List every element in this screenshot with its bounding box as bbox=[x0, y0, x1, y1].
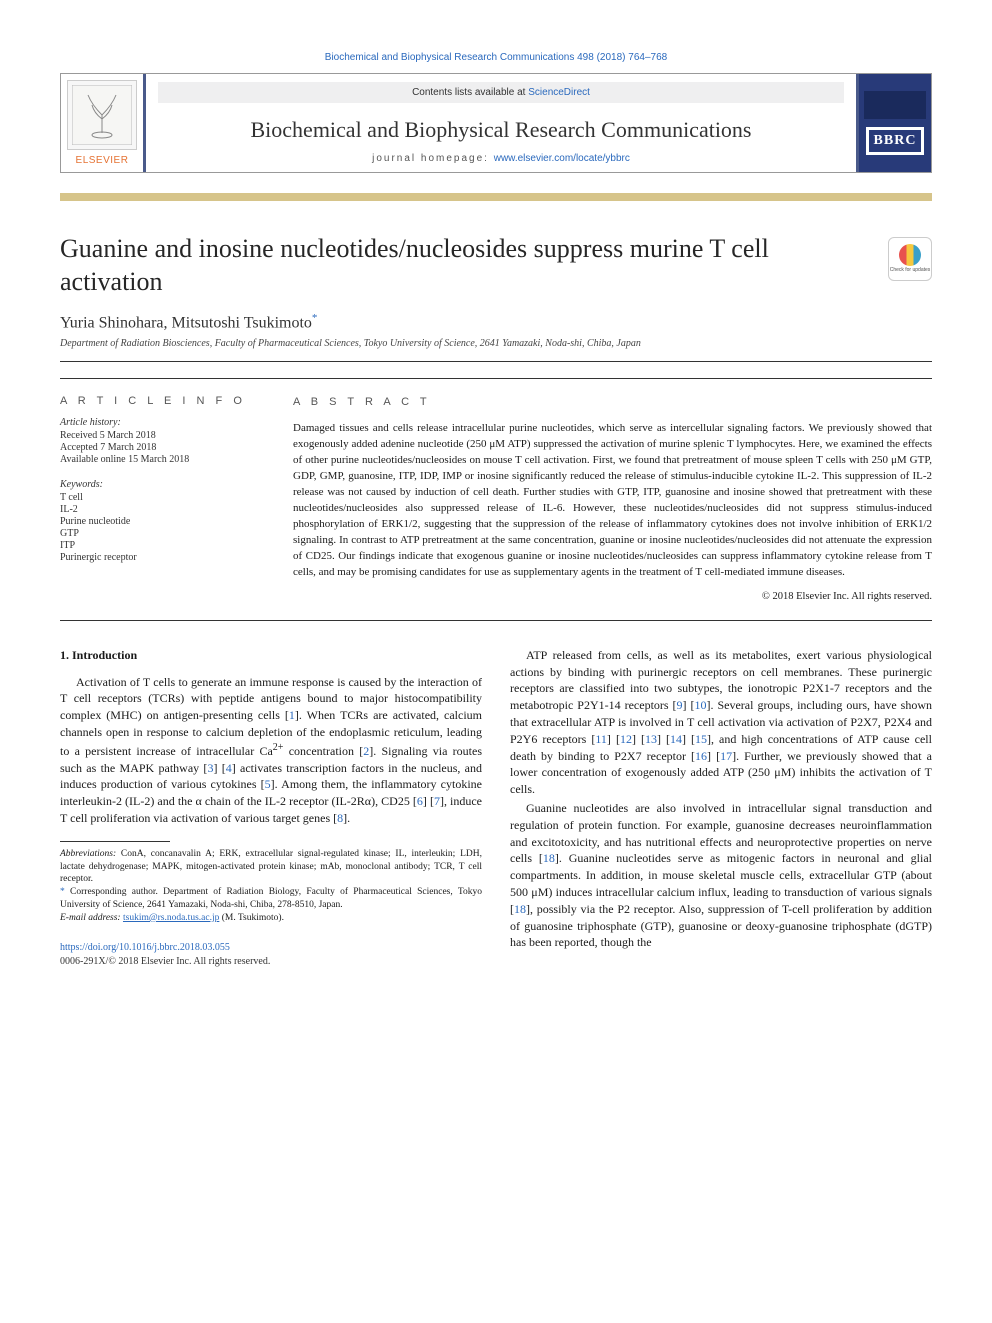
email-footnote: E-mail address: tsukim@rs.noda.tus.ac.jp… bbox=[60, 912, 482, 925]
abbrev-text: ConA, concanavalin A; ERK, extracellular… bbox=[60, 849, 482, 885]
homepage-prefix: journal homepage: bbox=[372, 153, 494, 164]
email-label: E-mail address: bbox=[60, 913, 123, 923]
abstract-label: A B S T R A C T bbox=[293, 395, 932, 411]
homepage-link[interactable]: www.elsevier.com/locate/ybbrc bbox=[494, 153, 630, 164]
ref-link[interactable]: 6 bbox=[417, 794, 423, 808]
elsevier-tree-icon bbox=[67, 80, 137, 150]
history-accepted: Accepted 7 March 2018 bbox=[60, 442, 259, 453]
keyword: GTP bbox=[60, 528, 259, 539]
ref-link[interactable]: 9 bbox=[677, 698, 683, 712]
ref-link[interactable]: 16 bbox=[695, 749, 707, 763]
crossmark-icon bbox=[899, 244, 921, 266]
bbrc-logo: BBRC bbox=[866, 127, 925, 155]
footnote-rule bbox=[60, 841, 170, 842]
doi-link[interactable]: https://doi.org/10.1016/j.bbrc.2018.03.0… bbox=[60, 942, 230, 953]
ref-link[interactable]: 13 bbox=[645, 732, 657, 746]
corr-text: Corresponding author. Department of Radi… bbox=[60, 887, 482, 910]
left-column: 1. Introduction Activation of T cells to… bbox=[60, 647, 482, 969]
ref-link[interactable]: 10 bbox=[695, 698, 707, 712]
contents-line: Contents lists available at ScienceDirec… bbox=[158, 82, 844, 103]
keyword: ITP bbox=[60, 540, 259, 551]
ref-link[interactable]: 14 bbox=[670, 732, 682, 746]
history-online: Available online 15 March 2018 bbox=[60, 454, 259, 465]
crossmark-badge[interactable]: Check for updates bbox=[888, 237, 932, 281]
abbreviations-footnote: Abbreviations: ConA, concanavalin A; ERK… bbox=[60, 848, 482, 886]
ref-link[interactable]: 15 bbox=[695, 732, 707, 746]
corresponding-footnote: * Corresponding author. Department of Ra… bbox=[60, 886, 482, 912]
keyword: T cell bbox=[60, 492, 259, 503]
ref-link[interactable]: 17 bbox=[720, 749, 732, 763]
intro-paragraph: Activation of T cells to generate an imm… bbox=[60, 674, 482, 827]
journal-cover: BBRC bbox=[856, 74, 931, 172]
keywords-head: Keywords: bbox=[60, 479, 259, 490]
history-received: Received 5 March 2018 bbox=[60, 430, 259, 441]
abbrev-label: Abbreviations: bbox=[60, 849, 116, 859]
intro-heading: 1. Introduction bbox=[60, 647, 482, 664]
journal-banner: ELSEVIER Contents lists available at Sci… bbox=[60, 73, 932, 201]
keyword: Purine nucleotide bbox=[60, 516, 259, 527]
keyword: Purinergic receptor bbox=[60, 552, 259, 563]
email-link[interactable]: tsukim@rs.noda.tus.ac.jp bbox=[123, 913, 219, 923]
elsevier-label: ELSEVIER bbox=[76, 155, 129, 166]
citation-header: Biochemical and Biophysical Research Com… bbox=[60, 52, 932, 63]
journal-title: Biochemical and Biophysical Research Com… bbox=[251, 117, 752, 143]
ref-link[interactable]: 12 bbox=[620, 732, 632, 746]
article-title: Guanine and inosine nucleotides/nucleosi… bbox=[60, 233, 850, 298]
authors-line: Yuria Shinohara, Mitsutoshi Tsukimoto* bbox=[60, 312, 932, 332]
footer-copyright: 0006-291X/© 2018 Elsevier Inc. All right… bbox=[60, 956, 270, 967]
ref-link[interactable]: 18 bbox=[543, 851, 555, 865]
publisher-block: ELSEVIER bbox=[61, 74, 146, 172]
ref-link[interactable]: 3 bbox=[207, 761, 213, 775]
email-tail: (M. Tsukimoto). bbox=[219, 913, 284, 923]
affiliation: Department of Radiation Biosciences, Fac… bbox=[60, 338, 932, 349]
body-paragraph: Guanine nucleotides are also involved in… bbox=[510, 800, 932, 951]
article-info-label: A R T I C L E I N F O bbox=[60, 395, 259, 407]
ref-link[interactable]: 18 bbox=[514, 902, 526, 916]
keyword: IL-2 bbox=[60, 504, 259, 515]
abstract-copyright: © 2018 Elsevier Inc. All rights reserved… bbox=[293, 589, 932, 604]
right-column: ATP released from cells, as well as its … bbox=[510, 647, 932, 969]
abstract-text: Damaged tissues and cells release intrac… bbox=[293, 421, 932, 580]
ref-link[interactable]: 11 bbox=[595, 732, 607, 746]
homepage-line: journal homepage: www.elsevier.com/locat… bbox=[372, 153, 630, 164]
sciencedirect-link[interactable]: ScienceDirect bbox=[528, 87, 590, 98]
corresponding-mark: * bbox=[312, 312, 318, 324]
history-head: Article history: bbox=[60, 417, 259, 428]
authors-text: Yuria Shinohara, Mitsutoshi Tsukimoto bbox=[60, 314, 312, 331]
contents-prefix: Contents lists available at bbox=[412, 87, 528, 98]
cover-image-icon bbox=[864, 91, 926, 119]
body-paragraph: ATP released from cells, as well as its … bbox=[510, 647, 932, 798]
crossmark-label: Check for updates bbox=[890, 268, 931, 274]
